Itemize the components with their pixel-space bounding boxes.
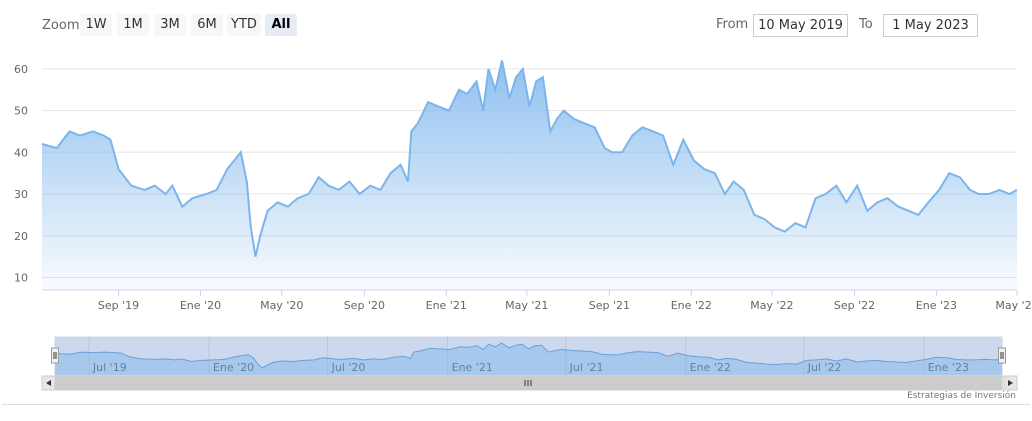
navigator-tick-label: Jul '19 <box>92 361 127 374</box>
x-tick-label: May '22 <box>750 299 793 312</box>
navigator-selection[interactable] <box>54 336 1003 376</box>
x-tick-label: Ene '23 <box>916 299 957 312</box>
y-tick-label: 40 <box>14 146 28 159</box>
x-tick-label: Sep '21 <box>589 299 630 312</box>
zoom-6m-button[interactable]: 6M <box>191 14 223 36</box>
zoom-1w-button[interactable]: 1W <box>80 14 112 36</box>
x-tick-label: Ene '22 <box>671 299 712 312</box>
scroll-right-button[interactable] <box>1003 375 1018 391</box>
price-area <box>42 60 1017 290</box>
zoom-ytd-button[interactable]: YTD <box>227 14 261 36</box>
x-tick-label: Sep '20 <box>344 299 385 312</box>
y-tick-label: 50 <box>14 105 28 118</box>
navigator-tick-label: Jul '21 <box>569 361 604 374</box>
zoom-label: Zoom <box>42 18 80 33</box>
x-tick-label: May '23 <box>995 299 1032 312</box>
x-tick-label: Ene '20 <box>180 299 221 312</box>
navigator: Jul '19 Ene '20 Jul '20 Ene '21 Jul '21 Ene '… <box>41 336 1018 391</box>
credit: Estrategias de Inversión <box>907 391 1016 401</box>
range-selector: Zoom 1W 1M 3M 6M YTD All From 10 May 201… <box>0 0 1032 50</box>
navigator-tick-label: Ene '22 <box>690 361 731 374</box>
navigator-line <box>54 342 1003 369</box>
x-tick-label: Ene '21 <box>426 299 467 312</box>
navigator-left-handle[interactable] <box>51 347 59 364</box>
y-tick-label: 60 <box>14 63 28 76</box>
y-tick-label: 20 <box>14 230 28 243</box>
navigator-right-handle[interactable] <box>998 347 1006 364</box>
x-axis: Sep '19 Ene '20 May '20 Sep '20 Ene '21 May '… <box>98 290 1032 312</box>
navigator-area <box>55 343 1002 375</box>
scroll-left-button[interactable] <box>41 375 56 391</box>
zoom-all-button[interactable]: All <box>265 14 297 36</box>
y-tick-label: 30 <box>14 188 28 201</box>
from-date-input[interactable]: 10 May 2019 <box>753 14 848 37</box>
from-label: From <box>716 17 749 32</box>
arrow-right-icon <box>1008 380 1013 386</box>
x-tick-label: May '21 <box>505 299 548 312</box>
arrow-left-icon <box>46 380 51 386</box>
navigator-tick-label: Ene '21 <box>452 361 493 374</box>
bottom-rule <box>2 404 1030 405</box>
to-label: To <box>859 17 873 32</box>
price-line <box>41 60 1018 257</box>
navigator-tick-label: Jul '20 <box>331 361 366 374</box>
x-tick-label: May '20 <box>260 299 303 312</box>
x-tick-label: Sep '19 <box>98 299 139 312</box>
navigator-tick-label: Ene '20 <box>213 361 254 374</box>
y-tick-label: 10 <box>14 271 28 284</box>
zoom-1m-button[interactable]: 1M <box>117 14 149 36</box>
zoom-3m-button[interactable]: 3M <box>154 14 186 36</box>
x-tick-label: Sep '22 <box>834 299 875 312</box>
navigator-tick-label: Jul '22 <box>807 361 842 374</box>
navigator-tick-label: Ene '23 <box>928 361 969 374</box>
to-date-input[interactable]: 1 May 2023 <box>883 14 978 37</box>
